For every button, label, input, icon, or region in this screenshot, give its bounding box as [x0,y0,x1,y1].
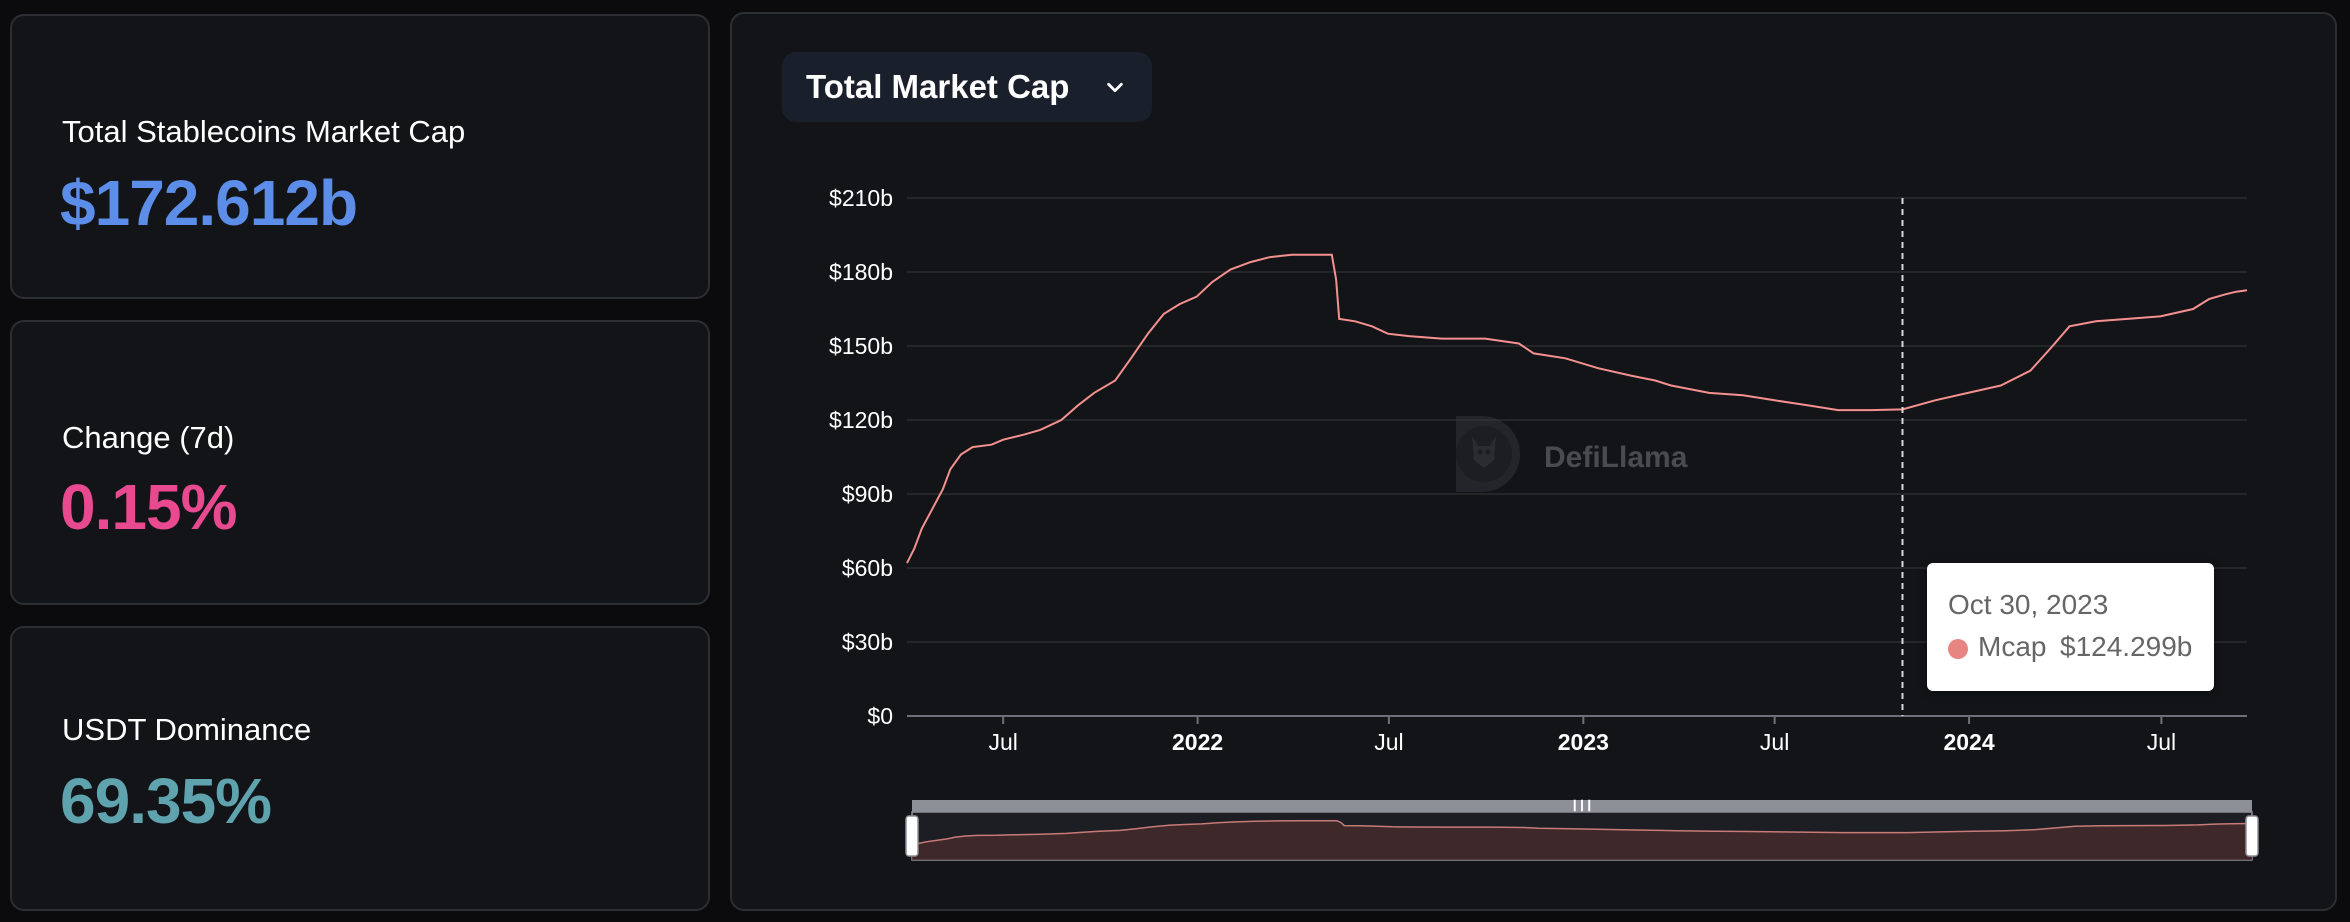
zoom-handle-left[interactable] [905,815,919,857]
y-tick-label: $0 [867,703,893,729]
y-tick-label: $180b [829,259,893,285]
chart-tooltip: Oct 30, 2023 Mcap $124.299b [1927,563,2214,691]
stat-label: Change (7d) [62,420,235,455]
dropdown-label: Total Market Cap [806,68,1070,105]
zoom-slider[interactable]: ┃┃┃ [905,799,2259,861]
x-tick-label: 2024 [1943,729,1994,755]
y-tick-label: $30b [842,629,893,655]
series-line-mcap [906,253,2248,564]
watermark-text: DefiLlama [1544,441,1688,474]
y-tick-label: $120b [829,407,893,433]
tooltip-date: Oct 30, 2023 [1948,589,2109,620]
stat-value: $172.612b [60,167,358,239]
y-tick-label: $150b [829,333,893,359]
chart-type-dropdown[interactable]: Total Market Cap [782,52,1152,122]
chevron-down-icon [1107,82,1123,93]
tooltip-value: $124.299b [2060,631,2193,662]
chart-panel: DefiLlama $0 $30b $60b $90b $120b $150b $180b $… [730,12,2337,911]
y-tick-label: $210b [829,185,893,211]
zoom-preview-line [911,819,2253,846]
x-tick-label: 2023 [1558,729,1609,755]
defillama-watermark: DefiLlama [1456,416,1688,492]
y-tick-label: $60b [842,555,893,581]
stat-label: USDT Dominance [62,712,312,747]
stat-value: 0.15% [60,471,237,543]
x-tick-label: Jul [988,729,1017,755]
tooltip-series-dot [1948,639,1968,659]
total-market-cap-card: Total Stablecoins Market Cap $172.612b [10,14,710,299]
x-tick-label: Jul [2147,729,2176,755]
y-tick-label: $90b [842,481,893,507]
x-tick-label: Jul [1760,729,1789,755]
x-tick-label: 2022 [1172,729,1223,755]
zoom-drag-bar[interactable] [912,800,2252,812]
market-cap-chart[interactable]: DefiLlama $0 $30b $60b $90b $120b $150b $180b $… [732,14,2335,909]
change-7d-card: Change (7d) 0.15% [10,320,710,605]
defillama-logo-icon [1456,416,1520,492]
stat-label: Total Stablecoins Market Cap [62,114,466,149]
x-tick-label: Jul [1374,729,1403,755]
zoom-grip-icon[interactable]: ┃┃┃ [1571,799,1593,814]
zoom-preview-area [912,820,2252,860]
zoom-handle-right[interactable] [2245,815,2259,857]
stat-value: 69.35% [60,765,272,837]
usdt-dominance-card: USDT Dominance 69.35% [10,626,710,911]
tooltip-series-name: Mcap [1978,631,2047,662]
